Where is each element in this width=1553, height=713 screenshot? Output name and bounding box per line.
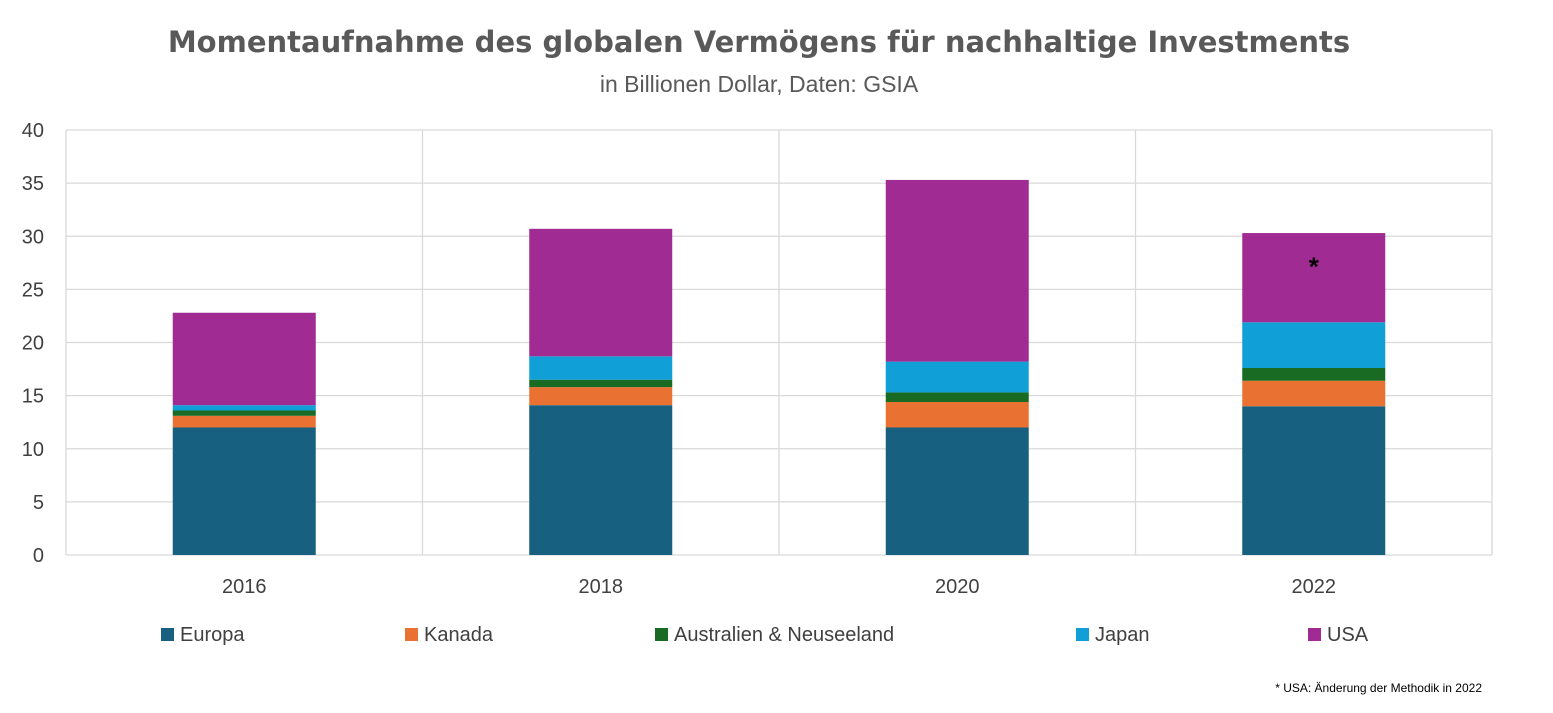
legend-swatch — [1308, 628, 1321, 641]
legend-item-europa: Europa — [161, 624, 245, 646]
bars — [172, 179, 1386, 555]
y-tick-label: 35 — [22, 173, 44, 195]
bar-usa-2016 — [172, 312, 316, 406]
legend-swatch — [1076, 628, 1089, 641]
legend-item-australien-neuseeland: Australien & Neuseeland — [655, 624, 894, 646]
legend-swatch — [405, 628, 418, 641]
x-tick-label: 2016 — [222, 576, 267, 598]
legend-swatch — [161, 628, 174, 641]
legend-label: USA — [1327, 624, 1369, 646]
y-tick-label: 40 — [22, 120, 44, 142]
annotation-asterisk: * — [1309, 252, 1320, 282]
bar-australien-neuseeland-2022 — [1242, 368, 1386, 381]
bar-australien-neuseeland-2018 — [529, 379, 673, 388]
legend: Europa Kanada Australien & Neuseeland Japan… — [161, 624, 1369, 646]
bar-kanada-2022 — [1242, 380, 1386, 407]
x-axis: 2016 2018 2020 2022 — [222, 576, 1336, 598]
y-tick-label: 30 — [22, 226, 44, 248]
bar-australien-neuseeland-2016 — [172, 410, 316, 416]
bar-kanada-2018 — [529, 387, 673, 406]
bar-usa-2020 — [885, 179, 1029, 362]
x-tick-label: 2018 — [579, 576, 624, 598]
y-tick-label: 10 — [22, 439, 44, 461]
legend-item-japan: Japan — [1076, 624, 1150, 646]
bar-usa-2018 — [529, 228, 673, 357]
y-axis: 0 5 10 15 20 25 30 35 40 — [22, 120, 44, 567]
bar-usa-2022 — [1242, 233, 1386, 323]
bar-kanada-2020 — [885, 402, 1029, 428]
bar-japan-2022 — [1242, 322, 1386, 368]
x-tick-label: 2020 — [935, 576, 980, 598]
y-tick-label: 5 — [33, 492, 44, 514]
bar-europa-2022 — [1242, 406, 1386, 555]
bar-japan-2018 — [529, 356, 673, 380]
chart-subtitle: in Billionen Dollar, Daten: GSIA — [600, 71, 919, 97]
bar-kanada-2016 — [172, 415, 316, 428]
y-tick-label: 15 — [22, 386, 44, 408]
bar-europa-2016 — [172, 427, 316, 555]
y-tick-label: 0 — [33, 545, 44, 567]
bar-japan-2020 — [885, 361, 1029, 393]
bar-japan-2016 — [172, 405, 316, 411]
legend-item-kanada: Kanada — [405, 624, 494, 646]
legend-label: Kanada — [424, 624, 494, 646]
annotations: * — [1309, 252, 1320, 282]
footnote: * USA: Änderung der Methodik in 2022 — [1275, 681, 1482, 695]
y-tick-label: 25 — [22, 279, 44, 301]
bar-europa-2020 — [885, 427, 1029, 555]
legend-label: Australien & Neuseeland — [674, 624, 894, 646]
y-tick-label: 20 — [22, 333, 44, 355]
legend-item-usa: USA — [1308, 624, 1369, 646]
chart-title: Momentaufnahme des globalen Vermögens fü… — [168, 25, 1350, 59]
x-tick-label: 2022 — [1292, 576, 1337, 598]
bar-australien-neuseeland-2020 — [885, 392, 1029, 402]
legend-swatch — [655, 628, 668, 641]
legend-label: Europa — [180, 624, 245, 646]
bar-europa-2018 — [529, 405, 673, 555]
legend-label: Japan — [1095, 624, 1150, 646]
